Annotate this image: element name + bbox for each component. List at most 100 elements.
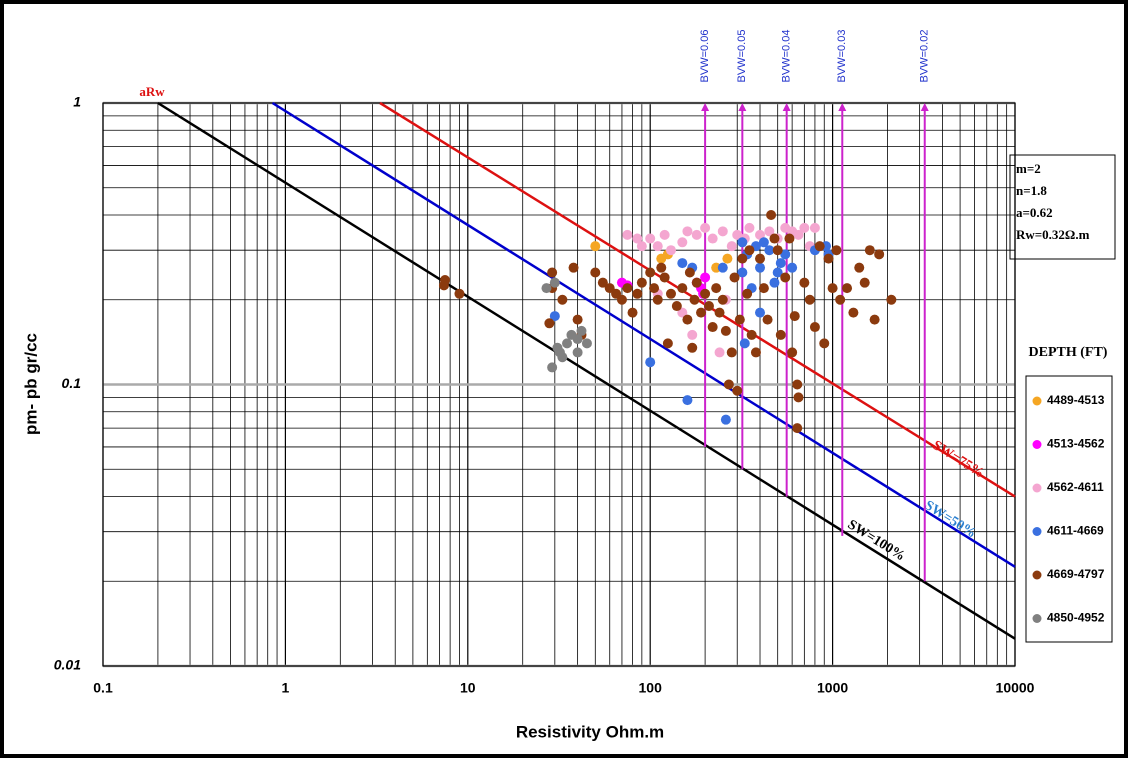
scatter-point xyxy=(792,423,803,434)
scatter-point xyxy=(677,237,688,248)
scatter-point xyxy=(755,229,766,240)
x-tick-label: 1000 xyxy=(817,680,848,696)
scatter-point xyxy=(784,233,795,244)
scatter-point xyxy=(572,347,583,358)
scatter-point xyxy=(438,280,449,291)
scatter-point xyxy=(780,272,791,283)
scatter-point xyxy=(636,277,647,288)
param-text: n=1.8 xyxy=(1016,183,1047,198)
scatter-point xyxy=(711,283,722,294)
legend-title: DEPTH (FT) xyxy=(1029,345,1108,360)
scatter-point xyxy=(714,347,725,358)
scatter-point xyxy=(689,294,700,305)
scatter-point xyxy=(665,288,676,299)
scatter-point xyxy=(793,229,804,240)
scatter-point xyxy=(755,262,766,273)
scatter-point xyxy=(739,338,750,349)
legend-label: 4611-4669 xyxy=(1047,524,1104,538)
scatter-point xyxy=(758,237,769,248)
scatter-point xyxy=(789,311,800,322)
scatter-point xyxy=(769,277,780,288)
legend-marker xyxy=(1032,440,1042,449)
scatter-point xyxy=(722,253,733,264)
legend-label: 4513-4562 xyxy=(1047,437,1105,451)
scatter-point xyxy=(720,325,731,336)
scatter-point xyxy=(590,267,601,278)
legend-marker xyxy=(1032,527,1042,536)
scatter-point xyxy=(700,272,711,283)
bvw-label: BVW=0.06 xyxy=(699,30,711,83)
scatter-point xyxy=(659,272,670,283)
scatter-point xyxy=(859,277,870,288)
scatter-point xyxy=(645,233,656,244)
scatter-point xyxy=(568,262,579,273)
scatter-point xyxy=(764,245,775,256)
scatter-point xyxy=(632,233,643,244)
scatter-point xyxy=(787,347,798,358)
scatter-point xyxy=(562,338,573,349)
scatter-point xyxy=(814,241,825,252)
bvw-arrowhead xyxy=(701,103,710,111)
sw-line xyxy=(271,101,1016,568)
bvw-arrowhead xyxy=(782,103,791,111)
scatter-point xyxy=(700,222,711,233)
scatter-point xyxy=(809,322,820,333)
scatter-point xyxy=(744,222,755,233)
scatter-point xyxy=(622,283,633,294)
bvw-arrowhead xyxy=(920,103,929,111)
legend-box xyxy=(1025,375,1113,643)
scatter-point xyxy=(762,314,773,325)
scatter-point xyxy=(541,283,552,294)
x-tick-label: 100 xyxy=(639,680,663,696)
x-tick-label: 10 xyxy=(460,680,476,696)
scatter-point xyxy=(780,249,791,260)
scatter-point xyxy=(775,258,786,269)
scatter-point xyxy=(677,258,688,269)
scatter-point xyxy=(645,357,656,368)
scatter-point xyxy=(720,414,731,425)
scatter-point xyxy=(772,267,783,278)
scatter-point xyxy=(737,237,748,248)
scatter-point xyxy=(886,294,897,305)
scatter-point xyxy=(557,352,568,363)
scatter-point xyxy=(714,307,725,318)
scatter-point xyxy=(547,267,558,278)
scatter-point xyxy=(737,267,748,278)
legend-marker xyxy=(1032,396,1042,406)
scatter-point xyxy=(649,283,660,294)
legend-label: 4489-4513 xyxy=(1047,393,1105,407)
scatter-point xyxy=(827,283,838,294)
plot-border xyxy=(102,102,1016,667)
scatter-point xyxy=(682,314,693,325)
scatter-point xyxy=(549,277,560,288)
scatter-point xyxy=(874,249,885,260)
scatter-point xyxy=(787,262,798,273)
scatter-point xyxy=(775,329,786,340)
scatter-point xyxy=(864,245,875,256)
scatter-point xyxy=(454,288,465,299)
scatter-point xyxy=(793,392,804,403)
scatter-point xyxy=(616,294,627,305)
scatter-point xyxy=(662,338,673,349)
legend-marker xyxy=(1032,483,1042,493)
scatter-point xyxy=(772,245,783,256)
scatter-point xyxy=(726,347,737,358)
legend-marker xyxy=(1032,570,1042,580)
legend-marker xyxy=(1032,614,1042,623)
scatter-point xyxy=(696,307,707,318)
scatter-point xyxy=(627,307,638,318)
scatter-point xyxy=(819,338,830,349)
scatter-point xyxy=(622,229,633,240)
scatter-point xyxy=(746,329,757,340)
param-text: a=0.62 xyxy=(1016,205,1053,220)
scatter-point xyxy=(717,226,728,237)
scatter-point xyxy=(691,229,702,240)
scatter-point xyxy=(572,314,583,325)
scatter-point xyxy=(769,233,780,244)
sw-line xyxy=(157,101,1016,640)
scatter-point xyxy=(831,245,842,256)
scatter-point xyxy=(764,226,775,237)
scatter-point xyxy=(671,301,682,312)
